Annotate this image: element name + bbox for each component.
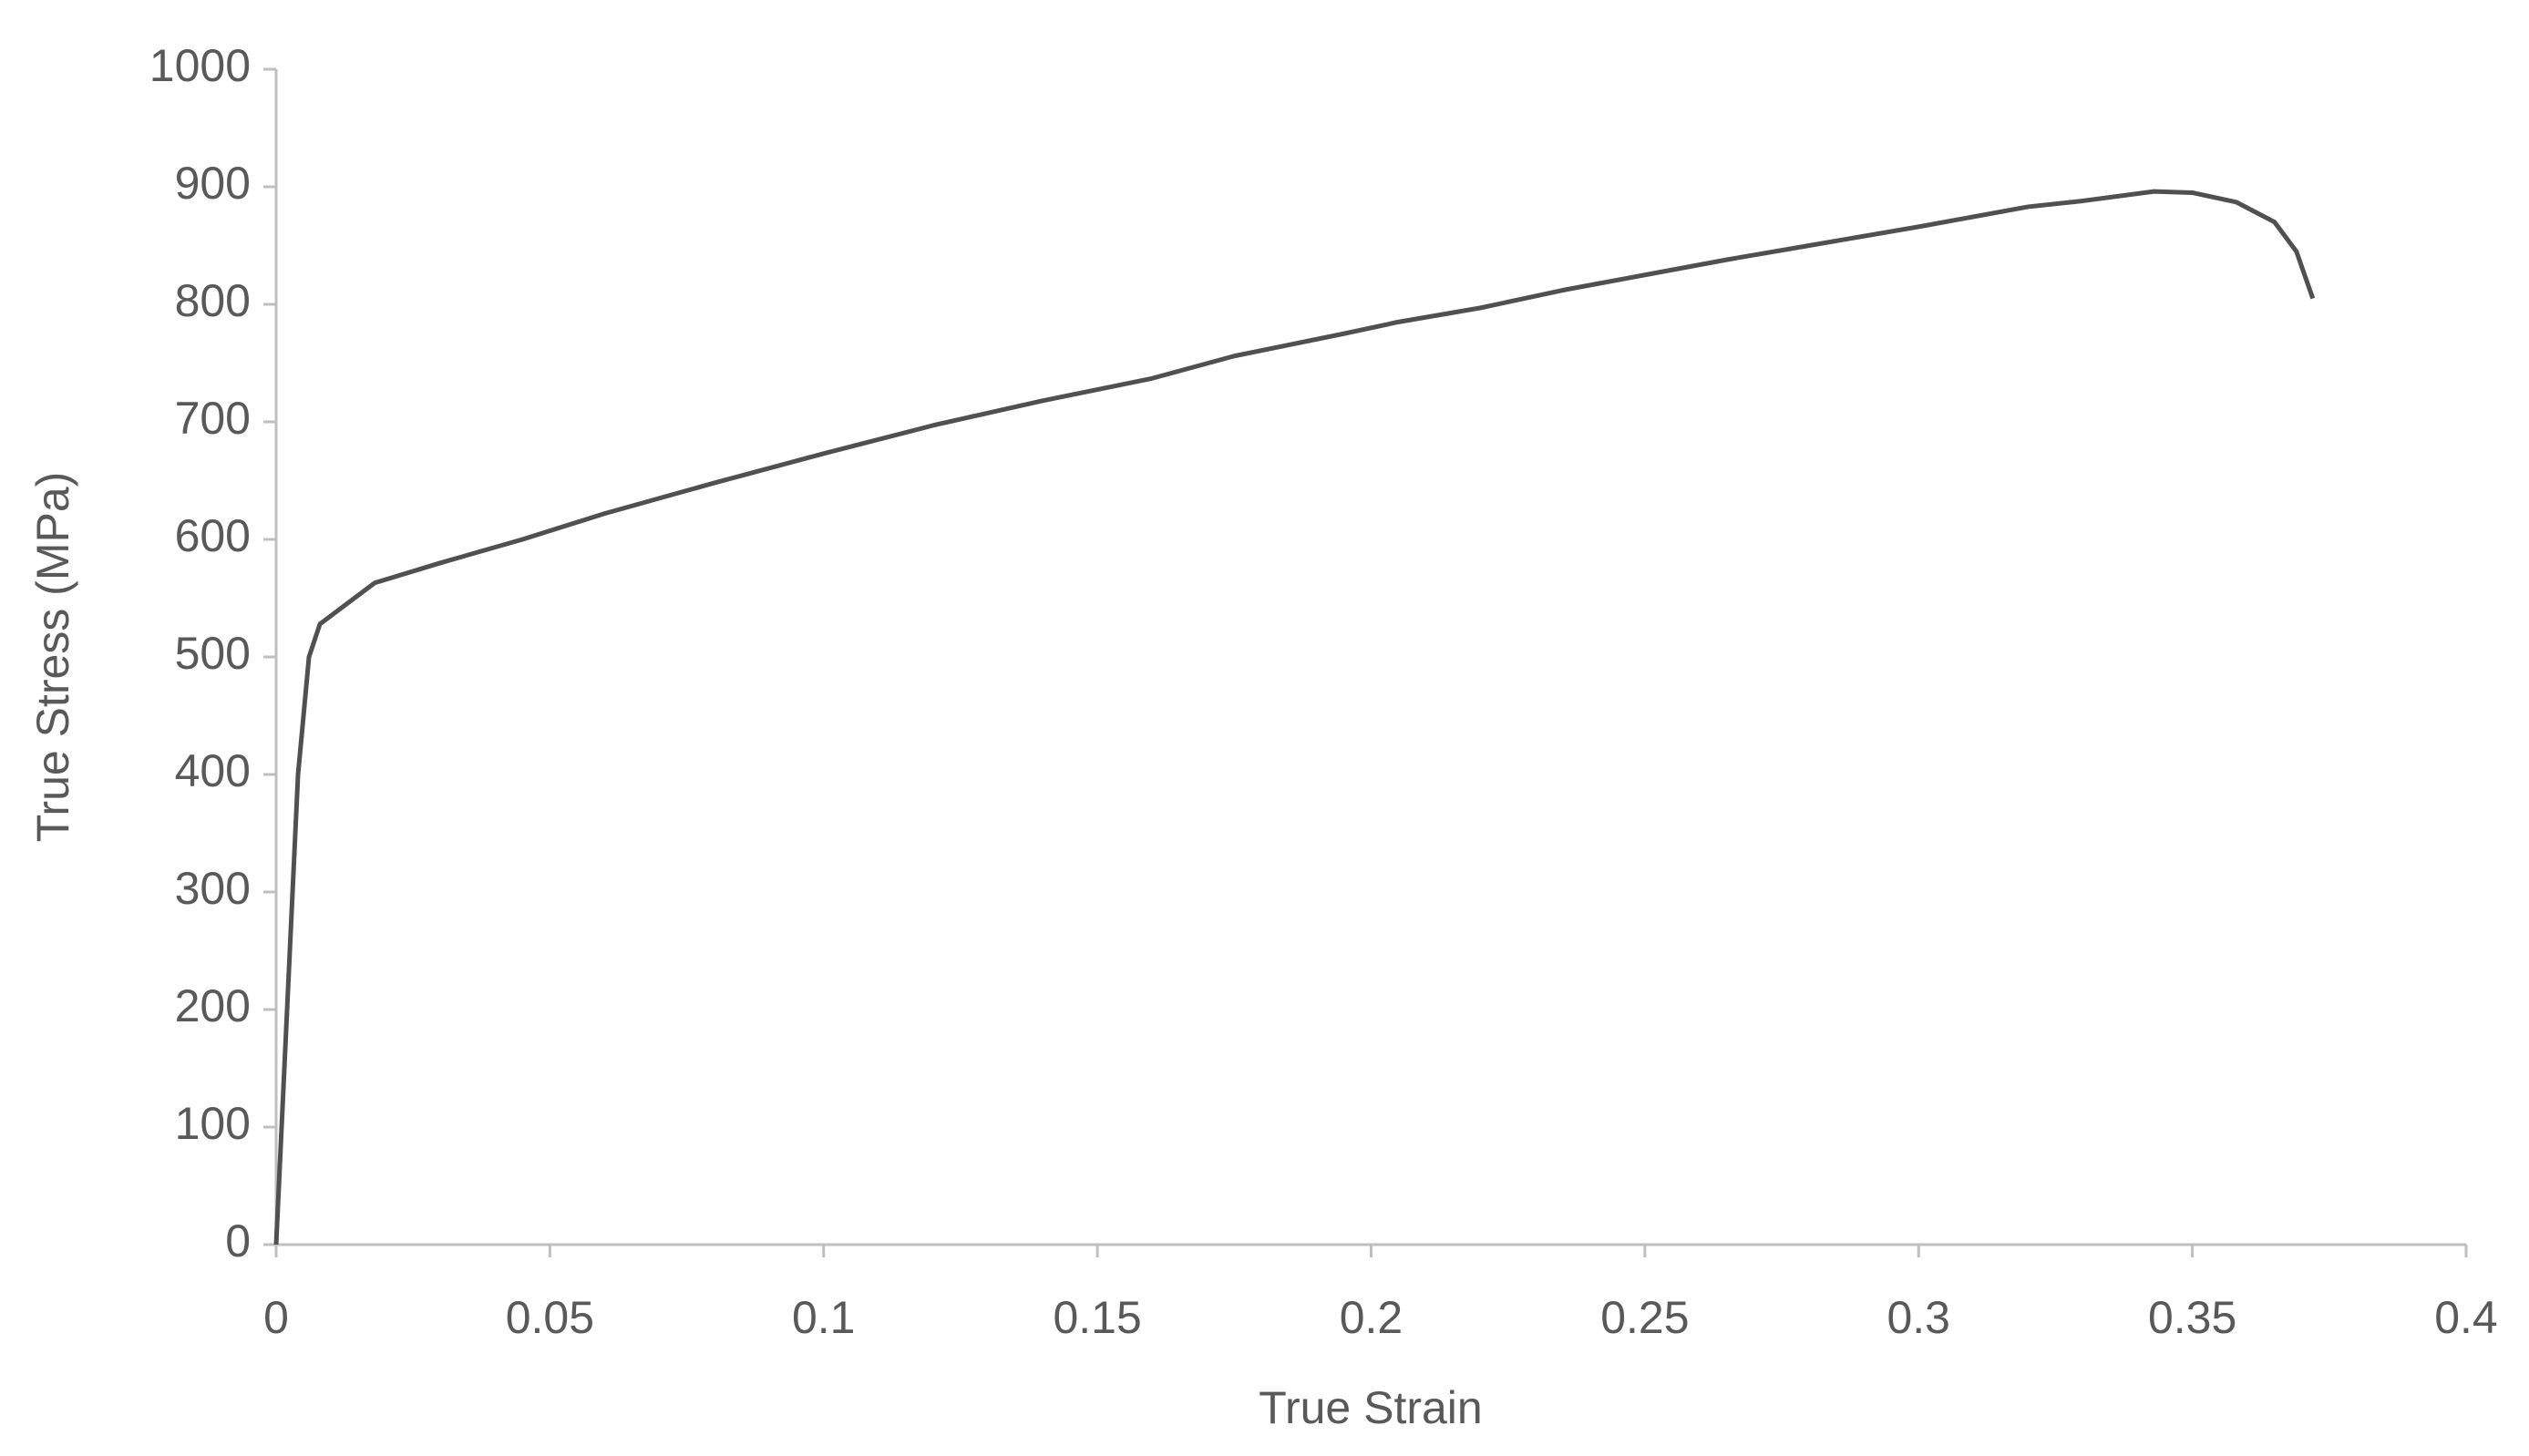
x-tick-label: 0.3 xyxy=(1886,1292,1950,1343)
y-tick-label: 300 xyxy=(175,863,251,914)
x-tick-label: 0.1 xyxy=(792,1292,856,1343)
x-tick-label: 0.2 xyxy=(1340,1292,1403,1343)
y-tick-label: 100 xyxy=(175,1098,251,1149)
x-tick-label: 0.15 xyxy=(1053,1292,1141,1343)
y-tick-label: 1000 xyxy=(149,40,251,91)
x-tick-label: 0.35 xyxy=(2148,1292,2236,1343)
x-tick-label: 0.4 xyxy=(2434,1292,2498,1343)
x-tick-label: 0 xyxy=(263,1292,289,1343)
y-tick-label: 500 xyxy=(175,628,251,679)
y-axis-label: True Stress (MPa) xyxy=(27,472,78,843)
x-axis-label: True Strain xyxy=(1259,1382,1482,1433)
y-tick-label: 600 xyxy=(175,510,251,561)
x-tick-label: 0.25 xyxy=(1600,1292,1689,1343)
x-tick-label: 0.05 xyxy=(506,1292,594,1343)
y-tick-label: 800 xyxy=(175,275,251,326)
y-tick-label: 900 xyxy=(175,158,251,209)
line xyxy=(273,189,2316,1246)
y-tick-label: 200 xyxy=(175,980,251,1031)
y-tick-label: 700 xyxy=(175,393,251,444)
y-tick-label: 400 xyxy=(175,745,251,796)
y-tick-label: 0 xyxy=(225,1215,251,1266)
